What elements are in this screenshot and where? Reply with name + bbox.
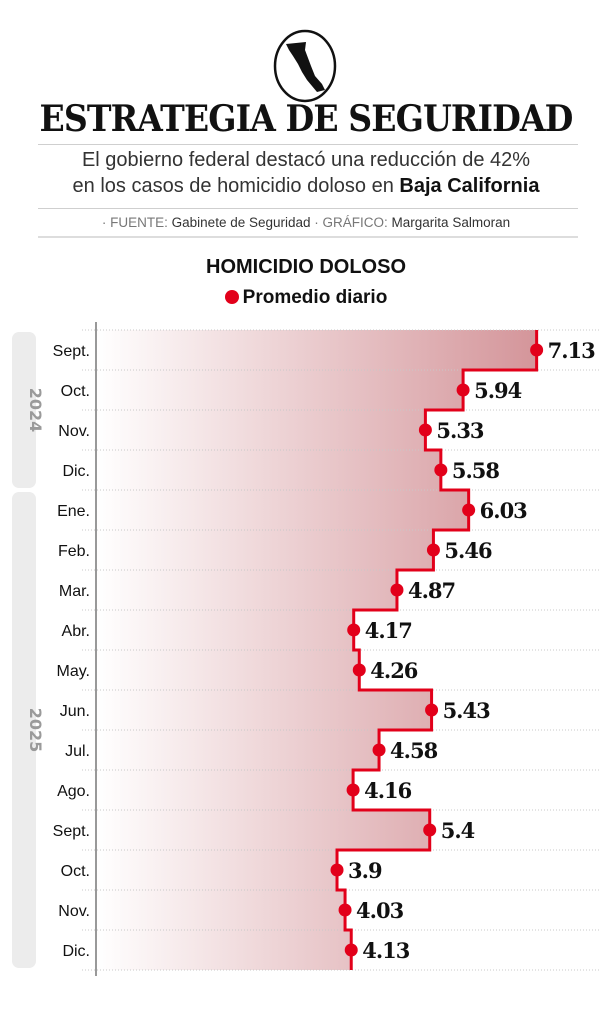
month-label: Oct. <box>61 383 90 400</box>
month-label: May. <box>57 663 90 680</box>
data-point <box>330 863 344 877</box>
baja-california-logo-icon <box>273 29 337 103</box>
data-point <box>530 343 544 357</box>
month-label: Oct. <box>61 863 90 880</box>
month-label: Feb. <box>58 543 90 560</box>
legend-marker <box>224 290 239 304</box>
data-label: 5.33 <box>436 418 484 443</box>
data-point <box>344 943 358 957</box>
month-label: Mar. <box>59 583 90 600</box>
legend: Promedio diario <box>0 287 612 309</box>
month-label: Abr. <box>62 623 90 640</box>
year-band-2025 <box>12 492 36 968</box>
data-label: 4.03 <box>356 898 404 923</box>
data-label: 5.43 <box>443 698 491 723</box>
data-label: 5.46 <box>444 538 492 563</box>
month-label: Dic. <box>62 943 90 960</box>
month-label: Nov. <box>58 903 90 920</box>
data-label: 4.87 <box>408 578 455 603</box>
series-line <box>335 330 539 970</box>
page-title: ESTRATEGIA DE SEGURIDAD <box>39 98 574 140</box>
data-point <box>390 583 404 597</box>
month-label: Dic. <box>62 463 90 480</box>
legend-label: Promedio diario <box>242 287 388 308</box>
data-label: 3.9 <box>348 858 382 883</box>
graphic-value: Margarita Salmoran <box>391 215 511 230</box>
month-label: Jun. <box>60 703 90 720</box>
subtitle-line-2: en los casos de homicidio doloso en <box>72 175 394 197</box>
subtitle: El gobierno federal destacó una reducció… <box>0 147 612 199</box>
data-label: 5.4 <box>441 818 475 843</box>
data-label: 4.17 <box>365 618 412 643</box>
data-point <box>456 383 470 397</box>
source-label: · FUENTE: <box>101 215 168 230</box>
data-point <box>425 703 439 717</box>
data-point <box>347 623 361 637</box>
month-label: Sept. <box>53 823 90 840</box>
month-label: Nov. <box>58 423 90 440</box>
chart-title: HOMICIDIO DOLOSO <box>206 256 406 278</box>
month-label: Ene. <box>57 503 90 520</box>
data-point <box>462 503 476 517</box>
data-label: 4.26 <box>370 658 418 683</box>
month-label: Sept. <box>53 343 90 360</box>
data-label: 4.16 <box>364 778 412 803</box>
data-point <box>338 903 352 917</box>
data-label: 6.03 <box>480 498 528 523</box>
source-value: Gabinete de Seguridad <box>171 215 311 230</box>
subtitle-line-1: El gobierno federal destacó una reducció… <box>81 149 531 171</box>
data-point <box>423 823 437 837</box>
year-label: 2025 <box>26 708 45 753</box>
graphic-label: · GRÁFICO: <box>314 215 388 230</box>
month-label: Jul. <box>65 743 90 760</box>
subtitle-highlight: Baja California <box>399 175 540 197</box>
data-point <box>418 423 432 437</box>
data-point <box>352 663 366 677</box>
data-label: 4.58 <box>390 738 438 763</box>
data-point <box>346 783 360 797</box>
year-band-2024 <box>12 332 36 488</box>
year-label: 2024 <box>26 388 45 433</box>
data-point <box>372 743 386 757</box>
data-label: 5.58 <box>452 458 500 483</box>
data-label: 7.13 <box>548 338 596 363</box>
credits: · FUENTE: Gabinete de Seguridad · GRÁFIC… <box>0 215 612 230</box>
data-label: 4.13 <box>362 938 410 963</box>
data-label: 5.94 <box>474 378 522 403</box>
month-label: Ago. <box>57 783 90 800</box>
data-point <box>426 543 440 557</box>
data-point <box>434 463 448 477</box>
